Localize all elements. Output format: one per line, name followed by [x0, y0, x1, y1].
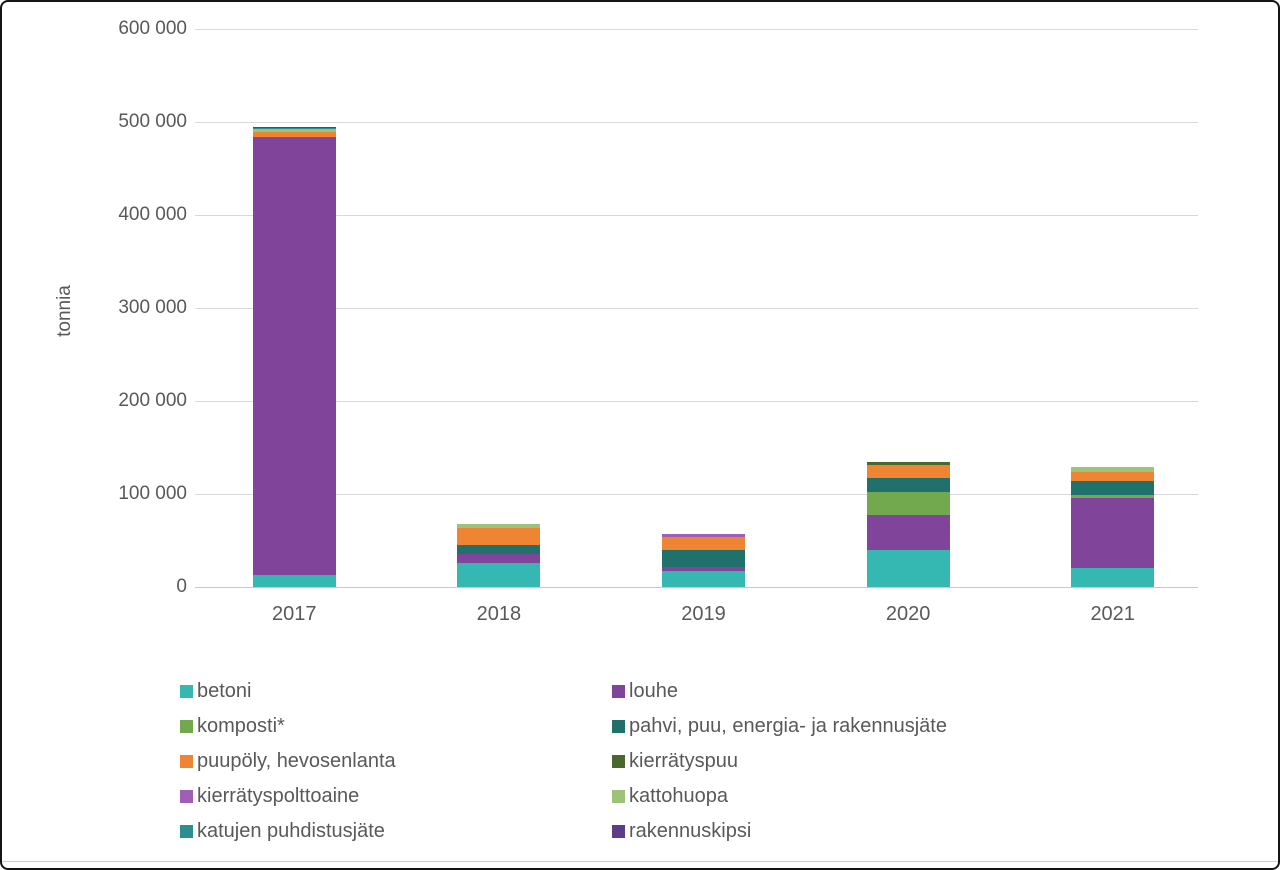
legend-label: kierrätyspuu [629, 750, 738, 772]
bar-segment [457, 528, 541, 546]
bottom-divider [2, 861, 1278, 862]
y-tick-label: 0 [176, 576, 187, 597]
bar-segment [866, 492, 950, 516]
legend-swatch-icon [180, 685, 193, 698]
bar-segment [457, 523, 541, 529]
legend-label: betoni [197, 680, 252, 702]
legend-swatch-icon [612, 825, 625, 838]
gridline [195, 494, 1198, 495]
bar-segment [252, 126, 336, 128]
legend-label: kierrätyspolttoaine [197, 785, 360, 807]
gridline [195, 122, 1198, 123]
x-tick-label: 2018 [476, 603, 522, 625]
legend-item: katujen puhdistusjäte [180, 820, 612, 843]
y-axis-title: tonnia [54, 285, 75, 337]
legend-item: pahvi, puu, energia- ja rakennusjäte [612, 715, 1190, 738]
y-tick-label: 300 000 [118, 297, 187, 318]
bar-segment [252, 132, 336, 137]
legend-item: puupöly, hevosenlanta [180, 750, 612, 773]
chart-legend: betoni louhe komposti* pahvi, puu, energia-… [180, 674, 1190, 849]
bar-segment [1071, 467, 1155, 472]
legend-item: kierrätyspuu [612, 750, 1190, 773]
gridline [195, 308, 1198, 309]
gridline [195, 215, 1198, 216]
y-tick-label: 400 000 [118, 204, 187, 225]
legend-label: komposti* [197, 715, 285, 737]
bar-segment [866, 478, 950, 493]
x-tick-label: 2020 [885, 603, 931, 625]
legend-label: puupöly, hevosenlanta [197, 750, 396, 772]
legend-swatch-icon [612, 790, 625, 803]
legend-label: katujen puhdistusjäte [197, 820, 385, 842]
legend-item: rakennuskipsi [612, 820, 1190, 843]
legend-label: pahvi, puu, energia- ja rakennusjäte [629, 715, 947, 737]
legend-swatch-icon [180, 755, 193, 768]
bar-segment [457, 553, 541, 563]
bar-segment [866, 549, 950, 587]
bar-segment [662, 571, 745, 587]
bar-segment [1071, 494, 1155, 498]
bar-segment [1071, 480, 1155, 495]
y-tick-label: 200 000 [118, 390, 187, 411]
bar-segment [457, 562, 541, 587]
bar-segment [252, 128, 336, 133]
bar-segment [662, 567, 745, 572]
y-tick-label: 100 000 [118, 483, 187, 504]
bar-segment [252, 127, 336, 129]
bar-segment [866, 515, 950, 550]
x-tick-label: 2021 [1090, 603, 1135, 625]
bar-segment [1071, 497, 1155, 569]
legend-item: kierrätyspolttoaine [180, 785, 612, 808]
legend-swatch-icon [180, 720, 193, 733]
bar-segment [662, 536, 745, 550]
bar-segment [1071, 568, 1155, 587]
y-tick-label: 500 000 [118, 111, 187, 132]
bar-segment [662, 549, 745, 568]
bar-segment [252, 574, 336, 587]
x-tick-label: 2017 [272, 603, 317, 625]
bar-segment [866, 462, 950, 466]
legend-label: kattohuopa [629, 785, 728, 807]
legend-label: louhe [629, 680, 678, 702]
x-axis-line [195, 587, 1198, 588]
legend-swatch-icon [612, 720, 625, 733]
bar-segment [252, 136, 336, 575]
bar-segment [662, 533, 745, 537]
gridline [195, 29, 1198, 30]
legend-item: komposti* [180, 715, 612, 738]
bar-segment [866, 465, 950, 479]
legend-item: louhe [612, 680, 1190, 703]
legend-swatch-icon [612, 755, 625, 768]
legend-swatch-icon [180, 790, 193, 803]
legend-swatch-icon [612, 685, 625, 698]
bar-segment [457, 545, 541, 554]
x-tick-label: 2019 [681, 603, 726, 625]
bar-segment [1071, 471, 1155, 481]
legend-item: betoni [180, 680, 612, 703]
y-tick-label: 600 000 [118, 18, 187, 39]
gridline [195, 401, 1198, 402]
legend-item: kattohuopa [612, 785, 1190, 808]
legend-swatch-icon [180, 825, 193, 838]
legend-label: rakennuskipsi [629, 820, 752, 842]
